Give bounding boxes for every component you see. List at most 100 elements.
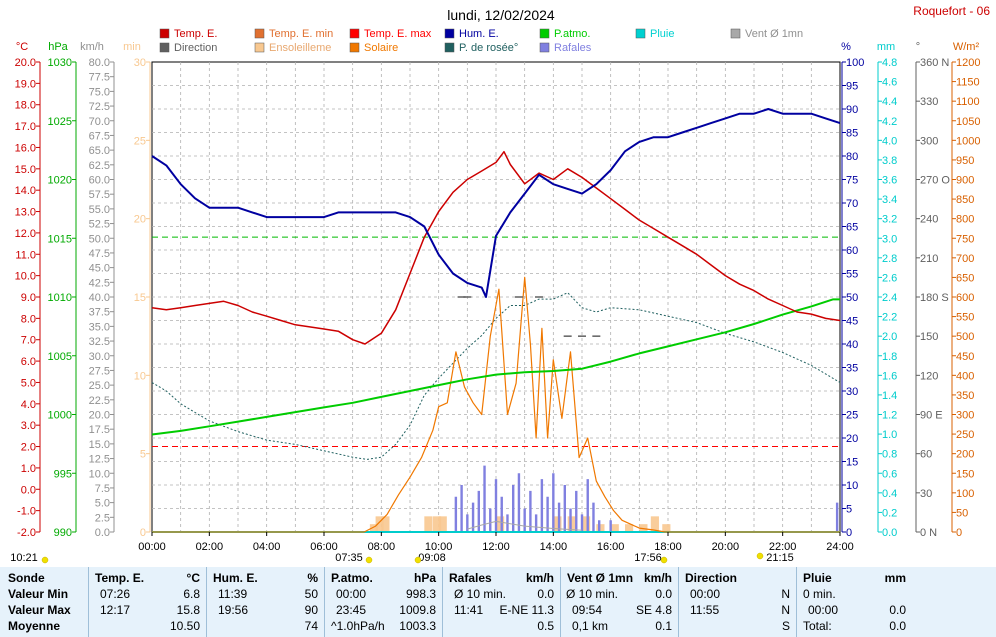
axis-tick-label: 30 bbox=[134, 57, 146, 69]
legend-label: Rafales bbox=[554, 42, 592, 54]
x-axis-tick-label: 22:00 bbox=[769, 541, 797, 553]
header-direction: Direction bbox=[685, 571, 738, 585]
temp-max-value: 15.8 bbox=[176, 603, 200, 617]
axis-tick-label: 3.0 bbox=[882, 233, 897, 245]
axis-tick-label: 1.2 bbox=[882, 410, 897, 422]
axis-tick-label: 20.0 bbox=[15, 57, 36, 69]
axis-tick-label: 60 bbox=[920, 449, 932, 461]
axis-tick-label: 5.0 bbox=[95, 498, 110, 510]
time-marker-label: 07:35 bbox=[335, 552, 363, 564]
legend-swatch bbox=[349, 28, 360, 39]
axis-tick-label: 60.0 bbox=[89, 175, 110, 187]
legend-swatch bbox=[444, 28, 455, 39]
row-label: Valeur Min bbox=[8, 587, 69, 601]
axis-tick-label: 4.6 bbox=[882, 77, 897, 89]
axis-tick-label: 750 bbox=[956, 233, 974, 245]
gust-bar bbox=[454, 496, 458, 532]
axis-tick-label: 40.0 bbox=[89, 292, 110, 304]
dir-avg-value: S bbox=[781, 619, 790, 633]
axis-tick-label: 600 bbox=[956, 292, 974, 304]
legend-label: Pluie bbox=[650, 28, 674, 40]
sunshine-bar bbox=[375, 516, 384, 532]
axis-tick-label: 62.5 bbox=[89, 160, 110, 172]
x-axis-tick-label: 06:00 bbox=[310, 541, 338, 553]
header-vent: Vent Ø 1mn bbox=[567, 571, 634, 585]
sunshine-bar bbox=[662, 524, 671, 532]
axis-tick-label: 400 bbox=[956, 370, 974, 382]
gust-bar bbox=[598, 520, 601, 532]
axis-tick-label: 10 bbox=[846, 480, 858, 492]
gust-bar bbox=[460, 485, 463, 532]
sunshine-bar bbox=[596, 524, 605, 532]
axis-tick-label: 30 bbox=[920, 488, 932, 500]
wind-line bbox=[467, 520, 583, 531]
axis-tick-label: 1000 bbox=[48, 410, 72, 422]
axis-tick-label: 2.0 bbox=[21, 442, 36, 454]
axis-tick-label: 0 bbox=[956, 527, 962, 539]
stats-table: Sonde Temp. E. °C Hum. E. % P.atmo. hPa … bbox=[0, 567, 996, 637]
header-rafales-unit: km/h bbox=[525, 571, 554, 585]
axis-tick-label: 300 bbox=[956, 410, 974, 422]
axis-tick-label: 1050 bbox=[956, 116, 980, 128]
header-patmo-unit: hPa bbox=[413, 571, 436, 585]
axis-tick-label: 55.0 bbox=[89, 204, 110, 216]
axis-tick-label: 15 bbox=[846, 457, 858, 469]
header-sonde: Sonde bbox=[8, 571, 45, 585]
legend-swatch bbox=[159, 42, 170, 53]
temp-axis-unit: °C bbox=[16, 41, 28, 53]
axis-tick-label: 360 N bbox=[920, 57, 949, 69]
table-row: Valeur Min 07:26 6.8 11:39 50 00:00 998.… bbox=[0, 586, 996, 602]
sunshine-bar bbox=[650, 516, 659, 532]
axis-tick-label: 22.5 bbox=[89, 395, 110, 407]
x-axis-tick-label: 18:00 bbox=[654, 541, 682, 553]
axis-tick-label: 3.2 bbox=[882, 214, 897, 226]
axis-tick-label: 12.0 bbox=[15, 228, 36, 240]
rafales-min-time: Ø 10 min. bbox=[454, 587, 507, 601]
axis-tick-label: 1000 bbox=[956, 135, 980, 147]
gust-bar bbox=[569, 508, 572, 532]
axis-tick-label: 8.0 bbox=[21, 313, 36, 325]
col-divider bbox=[678, 567, 679, 637]
axis-tick-label: 0 N bbox=[920, 527, 937, 539]
gust-bar bbox=[517, 473, 521, 532]
pluie-total-value: 0.0 bbox=[889, 619, 906, 633]
axis-tick-label: 900 bbox=[956, 175, 974, 187]
axis-tick-label: 9.0 bbox=[21, 292, 36, 304]
axis-tick-label: 1010 bbox=[48, 292, 72, 304]
axis-tick-label: 0.6 bbox=[882, 468, 897, 480]
row-label: Valeur Max bbox=[8, 603, 71, 617]
gust-bar bbox=[580, 514, 584, 532]
axis-tick-label: 120 bbox=[920, 370, 938, 382]
axis-tick-label: 52.5 bbox=[89, 219, 110, 231]
gust-bar bbox=[534, 514, 538, 532]
legend-swatch bbox=[635, 28, 646, 39]
pct-axis-unit: % bbox=[841, 41, 851, 53]
axis-tick-label: 270 O bbox=[920, 175, 950, 187]
axis-tick-label: 350 bbox=[956, 390, 974, 402]
axis-tick-label: 5 bbox=[846, 504, 852, 516]
solar-line bbox=[152, 276, 840, 533]
wm2-axis-unit: W/m² bbox=[953, 41, 980, 53]
axis-tick-label: 20 bbox=[134, 214, 146, 226]
patmo-trend: ^1.0hPa/h bbox=[331, 619, 385, 633]
legend-label: Temp. E. bbox=[174, 28, 217, 40]
legend-label: Ensoleilleme bbox=[269, 42, 331, 54]
axis-tick-label: 85 bbox=[846, 128, 858, 140]
x-axis-tick-label: 24:00 bbox=[826, 541, 854, 553]
header-pluie: Pluie bbox=[803, 571, 832, 585]
axis-tick-label: 72.5 bbox=[89, 101, 110, 113]
rafales-min-value: 0.0 bbox=[537, 587, 554, 601]
axis-tick-label: 0.0 bbox=[882, 527, 897, 539]
axis-tick-label: 67.5 bbox=[89, 130, 110, 142]
temp-min-time: 07:26 bbox=[100, 587, 131, 601]
axis-tick-label: 4.2 bbox=[882, 116, 897, 128]
mm-axis-unit: mm bbox=[877, 41, 895, 53]
gust-bar bbox=[500, 496, 503, 532]
axis-tick-label: 5.0 bbox=[21, 377, 36, 389]
axis-tick-label: 990 bbox=[54, 527, 72, 539]
sun-icon bbox=[756, 552, 764, 560]
hum-min-time: 11:39 bbox=[218, 587, 248, 601]
gust-bar bbox=[489, 508, 492, 532]
weather-chart: lundi, 12/02/2024 Roquefort - 06 Temp. E… bbox=[10, 4, 990, 564]
